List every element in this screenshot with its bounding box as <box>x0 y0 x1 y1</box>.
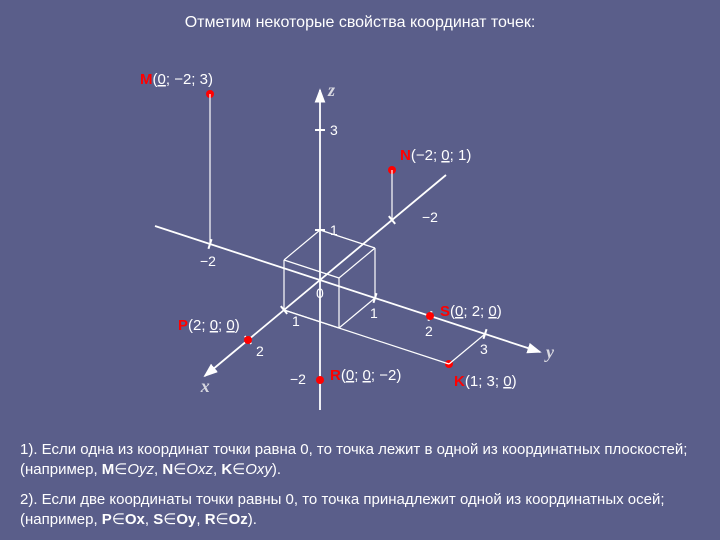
svg-text:3: 3 <box>330 122 338 138</box>
note1-K: K <box>221 461 232 478</box>
svg-text:P(2; 0; 0): P(2; 0; 0) <box>178 317 240 334</box>
svg-text:0: 0 <box>316 285 324 301</box>
note2-R: R <box>205 511 216 528</box>
svg-text:x: x <box>200 376 210 396</box>
note2-S: S <box>153 511 163 528</box>
page-title: Отметим некоторые свойства координат точ… <box>0 14 720 32</box>
svg-text:y: y <box>544 342 555 362</box>
note1-M: M <box>102 461 115 478</box>
svg-text:−2: −2 <box>422 209 438 225</box>
note2-P: P <box>102 511 112 528</box>
note-1: 1). Если одна из координат точки равна 0… <box>20 440 700 479</box>
svg-text:3: 3 <box>480 341 488 357</box>
svg-text:−2: −2 <box>200 253 216 269</box>
svg-text:1: 1 <box>370 305 378 321</box>
svg-text:R(0; 0; −2): R(0; 0; −2) <box>330 367 401 384</box>
svg-text:−2: −2 <box>290 371 306 387</box>
note1-N: N <box>162 461 173 478</box>
note-2: 2). Если две координаты точки равны 0, т… <box>20 490 700 529</box>
svg-text:2: 2 <box>425 323 433 339</box>
svg-text:M(0; −2; 3): M(0; −2; 3) <box>140 71 213 88</box>
svg-text:N(−2; 0; 1): N(−2; 0; 1) <box>400 147 471 164</box>
coord-diagram: zyx013123−212−2−2M(0; −2; 3)N(−2; 0; 1)S… <box>90 35 630 435</box>
svg-text:2: 2 <box>256 343 264 359</box>
axes-svg: zyx013123−212−2−2M(0; −2; 3)N(−2; 0; 1)S… <box>90 35 630 435</box>
svg-text:S(0; 2; 0): S(0; 2; 0) <box>440 303 502 320</box>
svg-text:K(1; 3; 0): K(1; 3; 0) <box>454 373 517 390</box>
svg-text:z: z <box>327 80 335 100</box>
